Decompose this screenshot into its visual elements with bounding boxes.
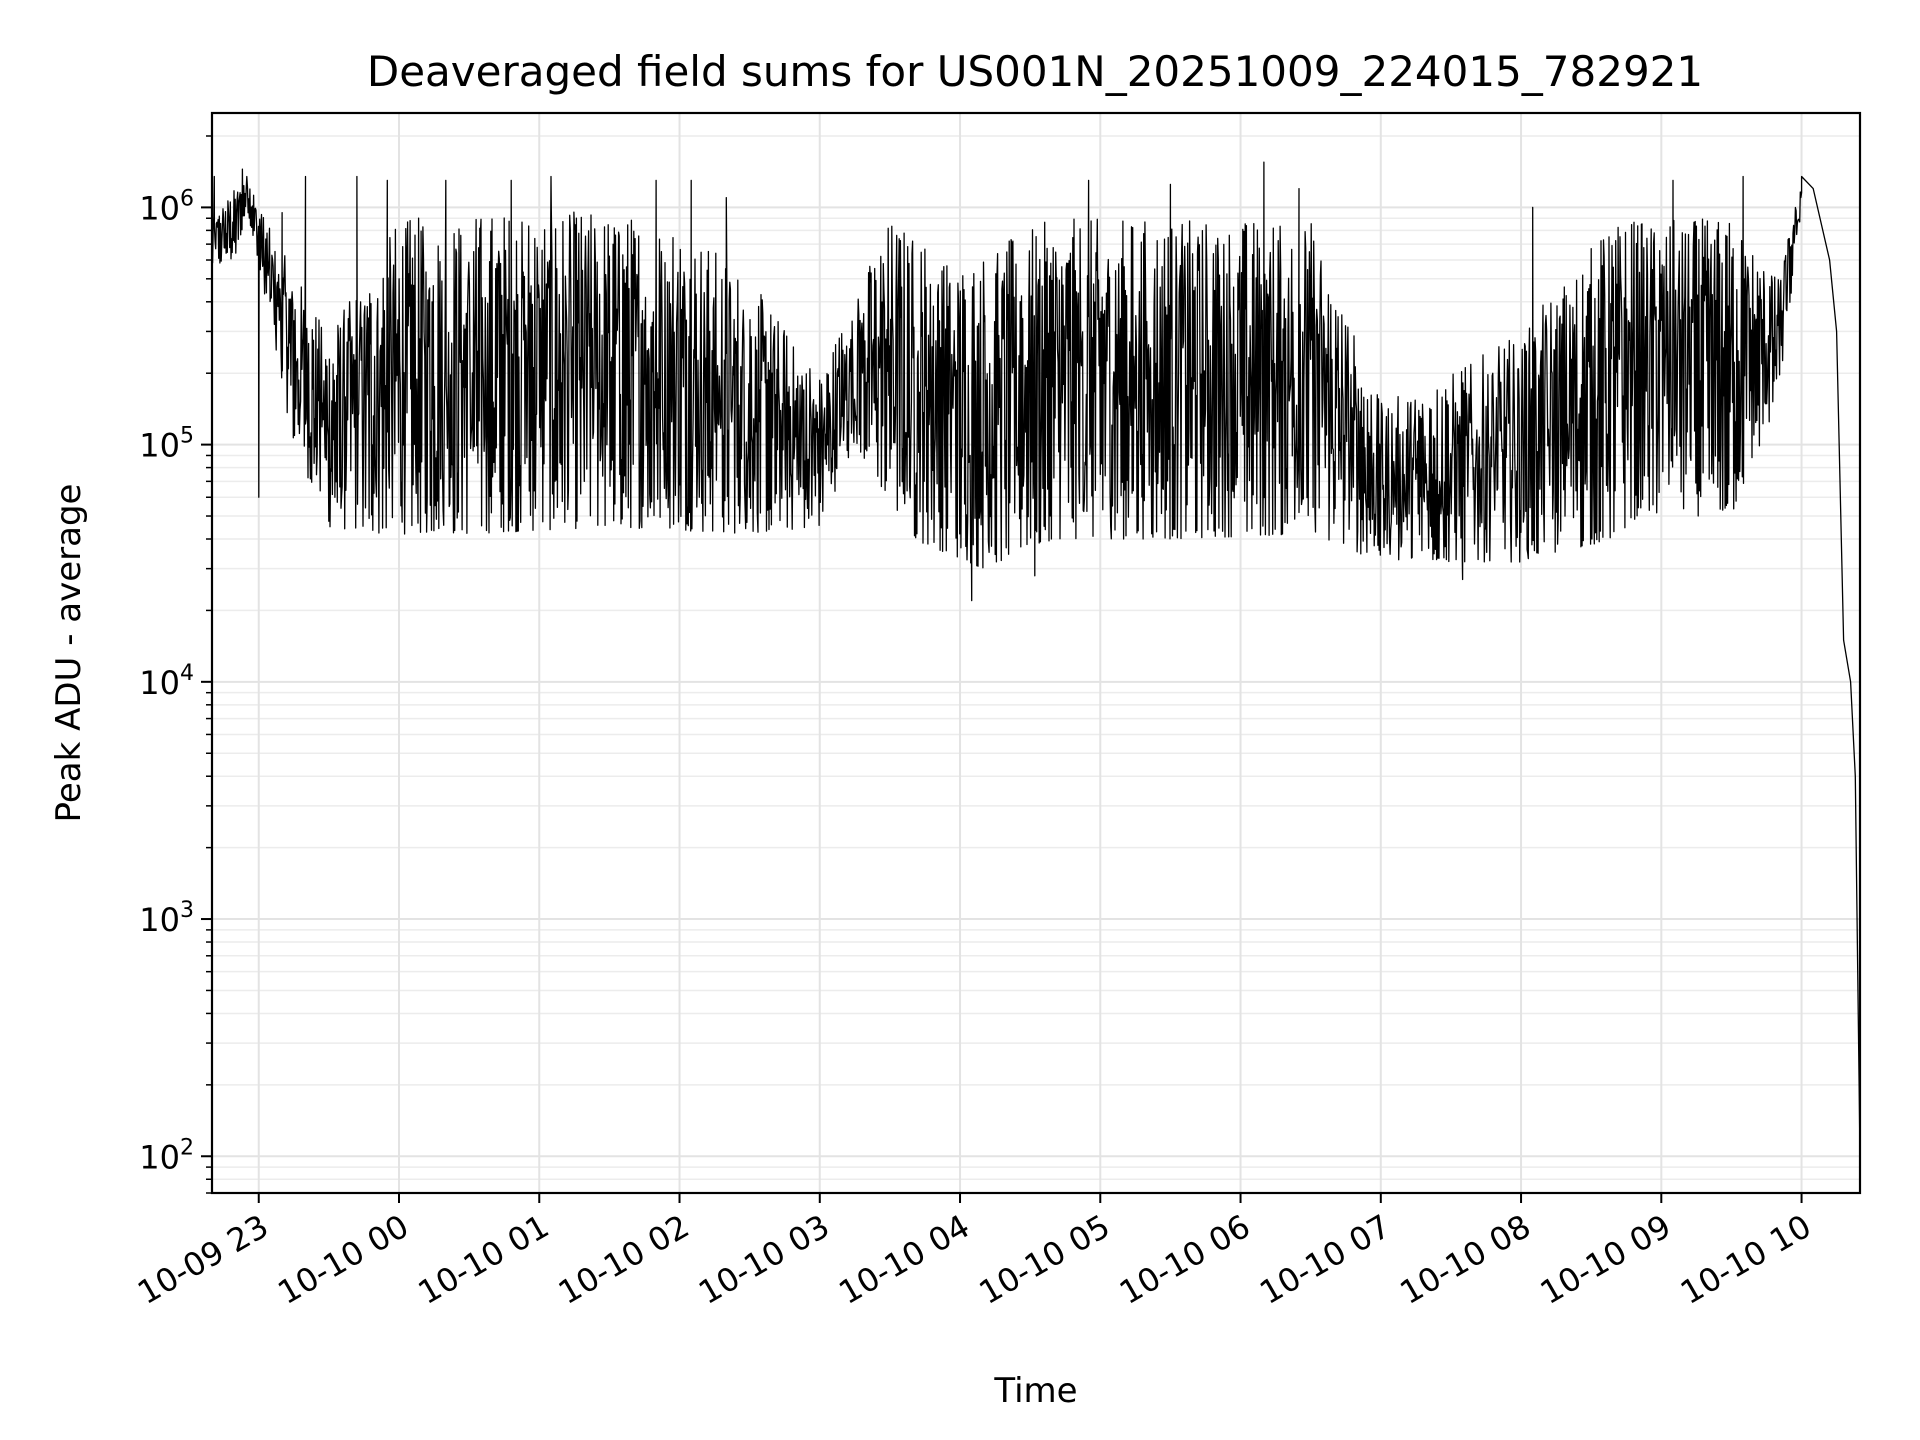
x-axis-label: Time [993, 1371, 1077, 1411]
y-tick-label: 104 [139, 661, 194, 702]
chart-title: Deaveraged field sums for US001N_2025100… [367, 47, 1703, 96]
axes-frame [210, 111, 1862, 1195]
series-line [211, 161, 1861, 1157]
y-tick-label: 103 [139, 898, 194, 939]
y-tick-label: 102 [139, 1135, 194, 1176]
grid [212, 113, 1860, 1194]
y-axis: 102 103 104 105 106 [139, 135, 212, 1194]
y-tick-label: 105 [139, 424, 194, 465]
y-axis-label: Peak ADU - average [49, 484, 89, 823]
plot-area [211, 161, 1861, 1157]
y-tick-label: 106 [139, 186, 194, 227]
